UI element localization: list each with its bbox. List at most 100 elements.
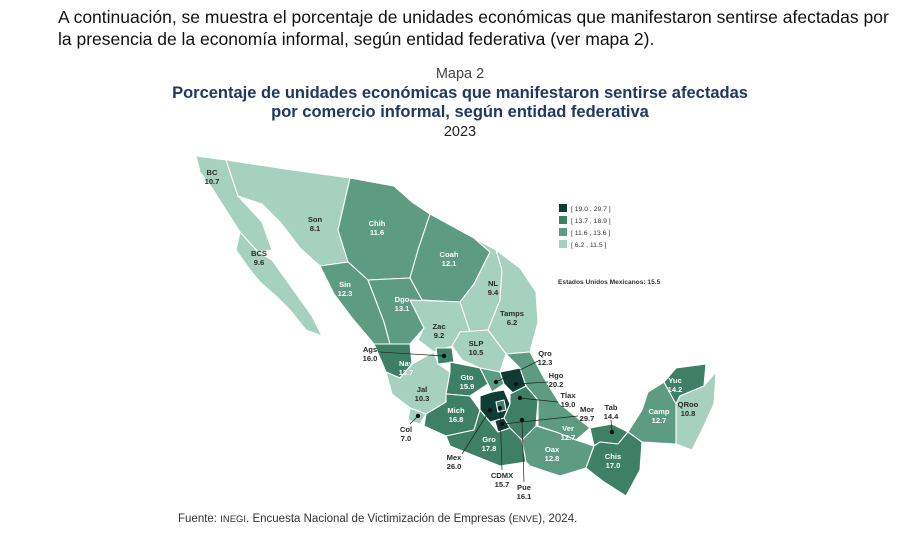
- state-abbr-dgo: Dgo: [395, 295, 410, 304]
- state-value-mex: 26.0: [447, 462, 462, 471]
- state-abbr-zac: Zac: [432, 322, 445, 331]
- state-value-ver: 12.7: [561, 433, 576, 442]
- state-abbr-mex: Mex: [447, 453, 463, 462]
- state-abbr-ver: Ver: [562, 424, 574, 433]
- state-region-cdmx: [495, 399, 507, 413]
- state-value-bc: 10.7: [205, 177, 220, 186]
- state-value-col: 7.0: [401, 434, 412, 443]
- state-abbr-slp: SLP: [469, 339, 484, 348]
- state-abbr-cdmx: CDMX: [491, 471, 513, 480]
- leader-dot-hgo: [513, 381, 519, 387]
- state-abbr-tamps: Tamps: [500, 309, 524, 318]
- state-region-dgo: [367, 277, 425, 345]
- state-abbr-qro: Qro: [538, 349, 552, 358]
- state-abbr-oax: Oax: [545, 445, 560, 454]
- map-year: 2023: [443, 124, 477, 140]
- legend-label-1: [ 19.0 , 29.7 ]: [571, 206, 611, 213]
- state-value-gto: 15.9: [460, 382, 475, 391]
- state-abbr-hgo: Hgo: [549, 371, 564, 380]
- state-abbr-bc: BC: [207, 168, 218, 177]
- state-value-chih: 11.6: [370, 228, 384, 237]
- state-abbr-col: Col: [400, 425, 412, 434]
- state-value-sin: 12.3: [338, 289, 353, 298]
- state-value-nay: 13.7: [399, 368, 414, 377]
- source-suffix: ), 2024.: [538, 513, 578, 525]
- state-abbr-gro: Gro: [482, 435, 496, 444]
- map-title: Porcentaje de unidades económicas que ma…: [0, 84, 920, 122]
- state-abbr-bcs: BCS: [251, 249, 267, 258]
- state-value-bcs: 9.6: [254, 258, 265, 267]
- map-title-line-2: por comercio informal, según entidad fed…: [271, 103, 649, 121]
- leader-line-hgo: [515, 381, 549, 385]
- leader-dot-pue: [519, 417, 525, 423]
- state-abbr-pue: Pue: [517, 483, 531, 492]
- map-legend: [ 19.0 , 29.7 ] [ 13.7 , 18.9 ] [ 11.6 , 1…: [559, 204, 611, 249]
- state-abbr-gto: Gto: [460, 373, 473, 382]
- state-value-tamps: 6.2: [507, 318, 518, 327]
- leader-line-cdmx: [499, 407, 503, 471]
- state-value-qroo: 10.8: [681, 409, 696, 418]
- map-label: Mapa 2: [435, 66, 485, 82]
- leader-line-tlax: [519, 397, 559, 403]
- state-value-zac: 9.2: [434, 331, 445, 340]
- leader-line-mex: [461, 409, 491, 455]
- state-value-tlax: 19.0: [561, 400, 576, 409]
- state-value-tab: 14.4: [604, 412, 620, 421]
- state-value-yuc: 14.2: [668, 385, 683, 394]
- leader-line-qro: [495, 359, 541, 383]
- state-value-oax: 12.8: [545, 454, 560, 463]
- legend-label-2: [ 13.7 , 18.9 ]: [571, 218, 611, 225]
- state-abbr-tab: Tab: [605, 403, 618, 412]
- state-value-qro: 12.3: [538, 358, 553, 367]
- state-value-mor: 29.7: [580, 414, 595, 423]
- legend-label-4: [ 6.2 , 11.5 ]: [571, 242, 607, 249]
- state-value-son: 8.1: [310, 224, 321, 233]
- legend-swatch-4: [559, 240, 567, 248]
- state-value-pue: 16.1: [517, 492, 533, 501]
- state-value-camp: 12.7: [652, 416, 667, 425]
- leader-line-ags: [379, 351, 445, 357]
- leader-dot-ags: [441, 353, 447, 359]
- label-connectors: [379, 351, 615, 483]
- source-mid: . Encuesta Nacional de Victimización de …: [246, 513, 513, 525]
- state-value-ags: 16.0: [363, 354, 378, 363]
- state-abbr-mich: Mich: [447, 406, 465, 415]
- state-region-qro: [479, 367, 505, 393]
- state-value-cdmx: 15.7: [495, 480, 510, 489]
- legend-label-3: [ 11.6 , 13.6 ]: [571, 230, 610, 237]
- leader-dot-qro: [493, 379, 499, 385]
- leader-dot-cdmx: [497, 405, 503, 411]
- state-value-chis: 17.0: [606, 461, 621, 470]
- legend-swatch-1: [559, 204, 567, 212]
- state-abbr-mor: Mor: [580, 405, 594, 414]
- state-region-chis: [585, 431, 643, 497]
- legend-swatch-3: [559, 228, 567, 236]
- state-abbr-sin: Sin: [339, 280, 351, 289]
- intro-paragraph: A continuación, se muestra el porcentaje…: [58, 7, 889, 49]
- source-note: Fuente: INEGI. Encuesta Nacional de Vict…: [178, 513, 577, 525]
- state-region-qroo: [675, 371, 717, 451]
- state-region-bcs: [235, 231, 323, 337]
- state-value-coah: 12.1: [442, 259, 458, 268]
- state-abbr-yuc: Yuc: [668, 376, 682, 385]
- state-value-hgo: 20.2: [549, 380, 564, 389]
- state-value-nl: 9.4: [488, 288, 499, 297]
- leader-line-pue: [521, 419, 525, 483]
- leader-dot-tab: [609, 429, 615, 435]
- state-value-slp: 10.5: [469, 348, 485, 357]
- map-title-line-1: Porcentaje de unidades económicas que ma…: [172, 84, 748, 102]
- state-abbr-qroo: QRoo: [678, 400, 699, 409]
- state-abbr-chih: Chih: [369, 219, 386, 228]
- map-regions: [195, 155, 717, 497]
- legend-swatch-2: [559, 216, 567, 224]
- state-abbr-chis: Chis: [605, 452, 621, 461]
- state-abbr-son: Son: [308, 215, 323, 224]
- source-prefix: Fuente:: [178, 513, 221, 525]
- state-value-mich: 16.8: [449, 415, 464, 424]
- state-value-dgo: 13.1: [395, 304, 411, 313]
- state-abbr-nay: Nay: [399, 359, 414, 368]
- source-org: INEGI: [220, 514, 247, 525]
- leader-dot-mex: [487, 407, 493, 413]
- leader-dot-col: [415, 413, 421, 419]
